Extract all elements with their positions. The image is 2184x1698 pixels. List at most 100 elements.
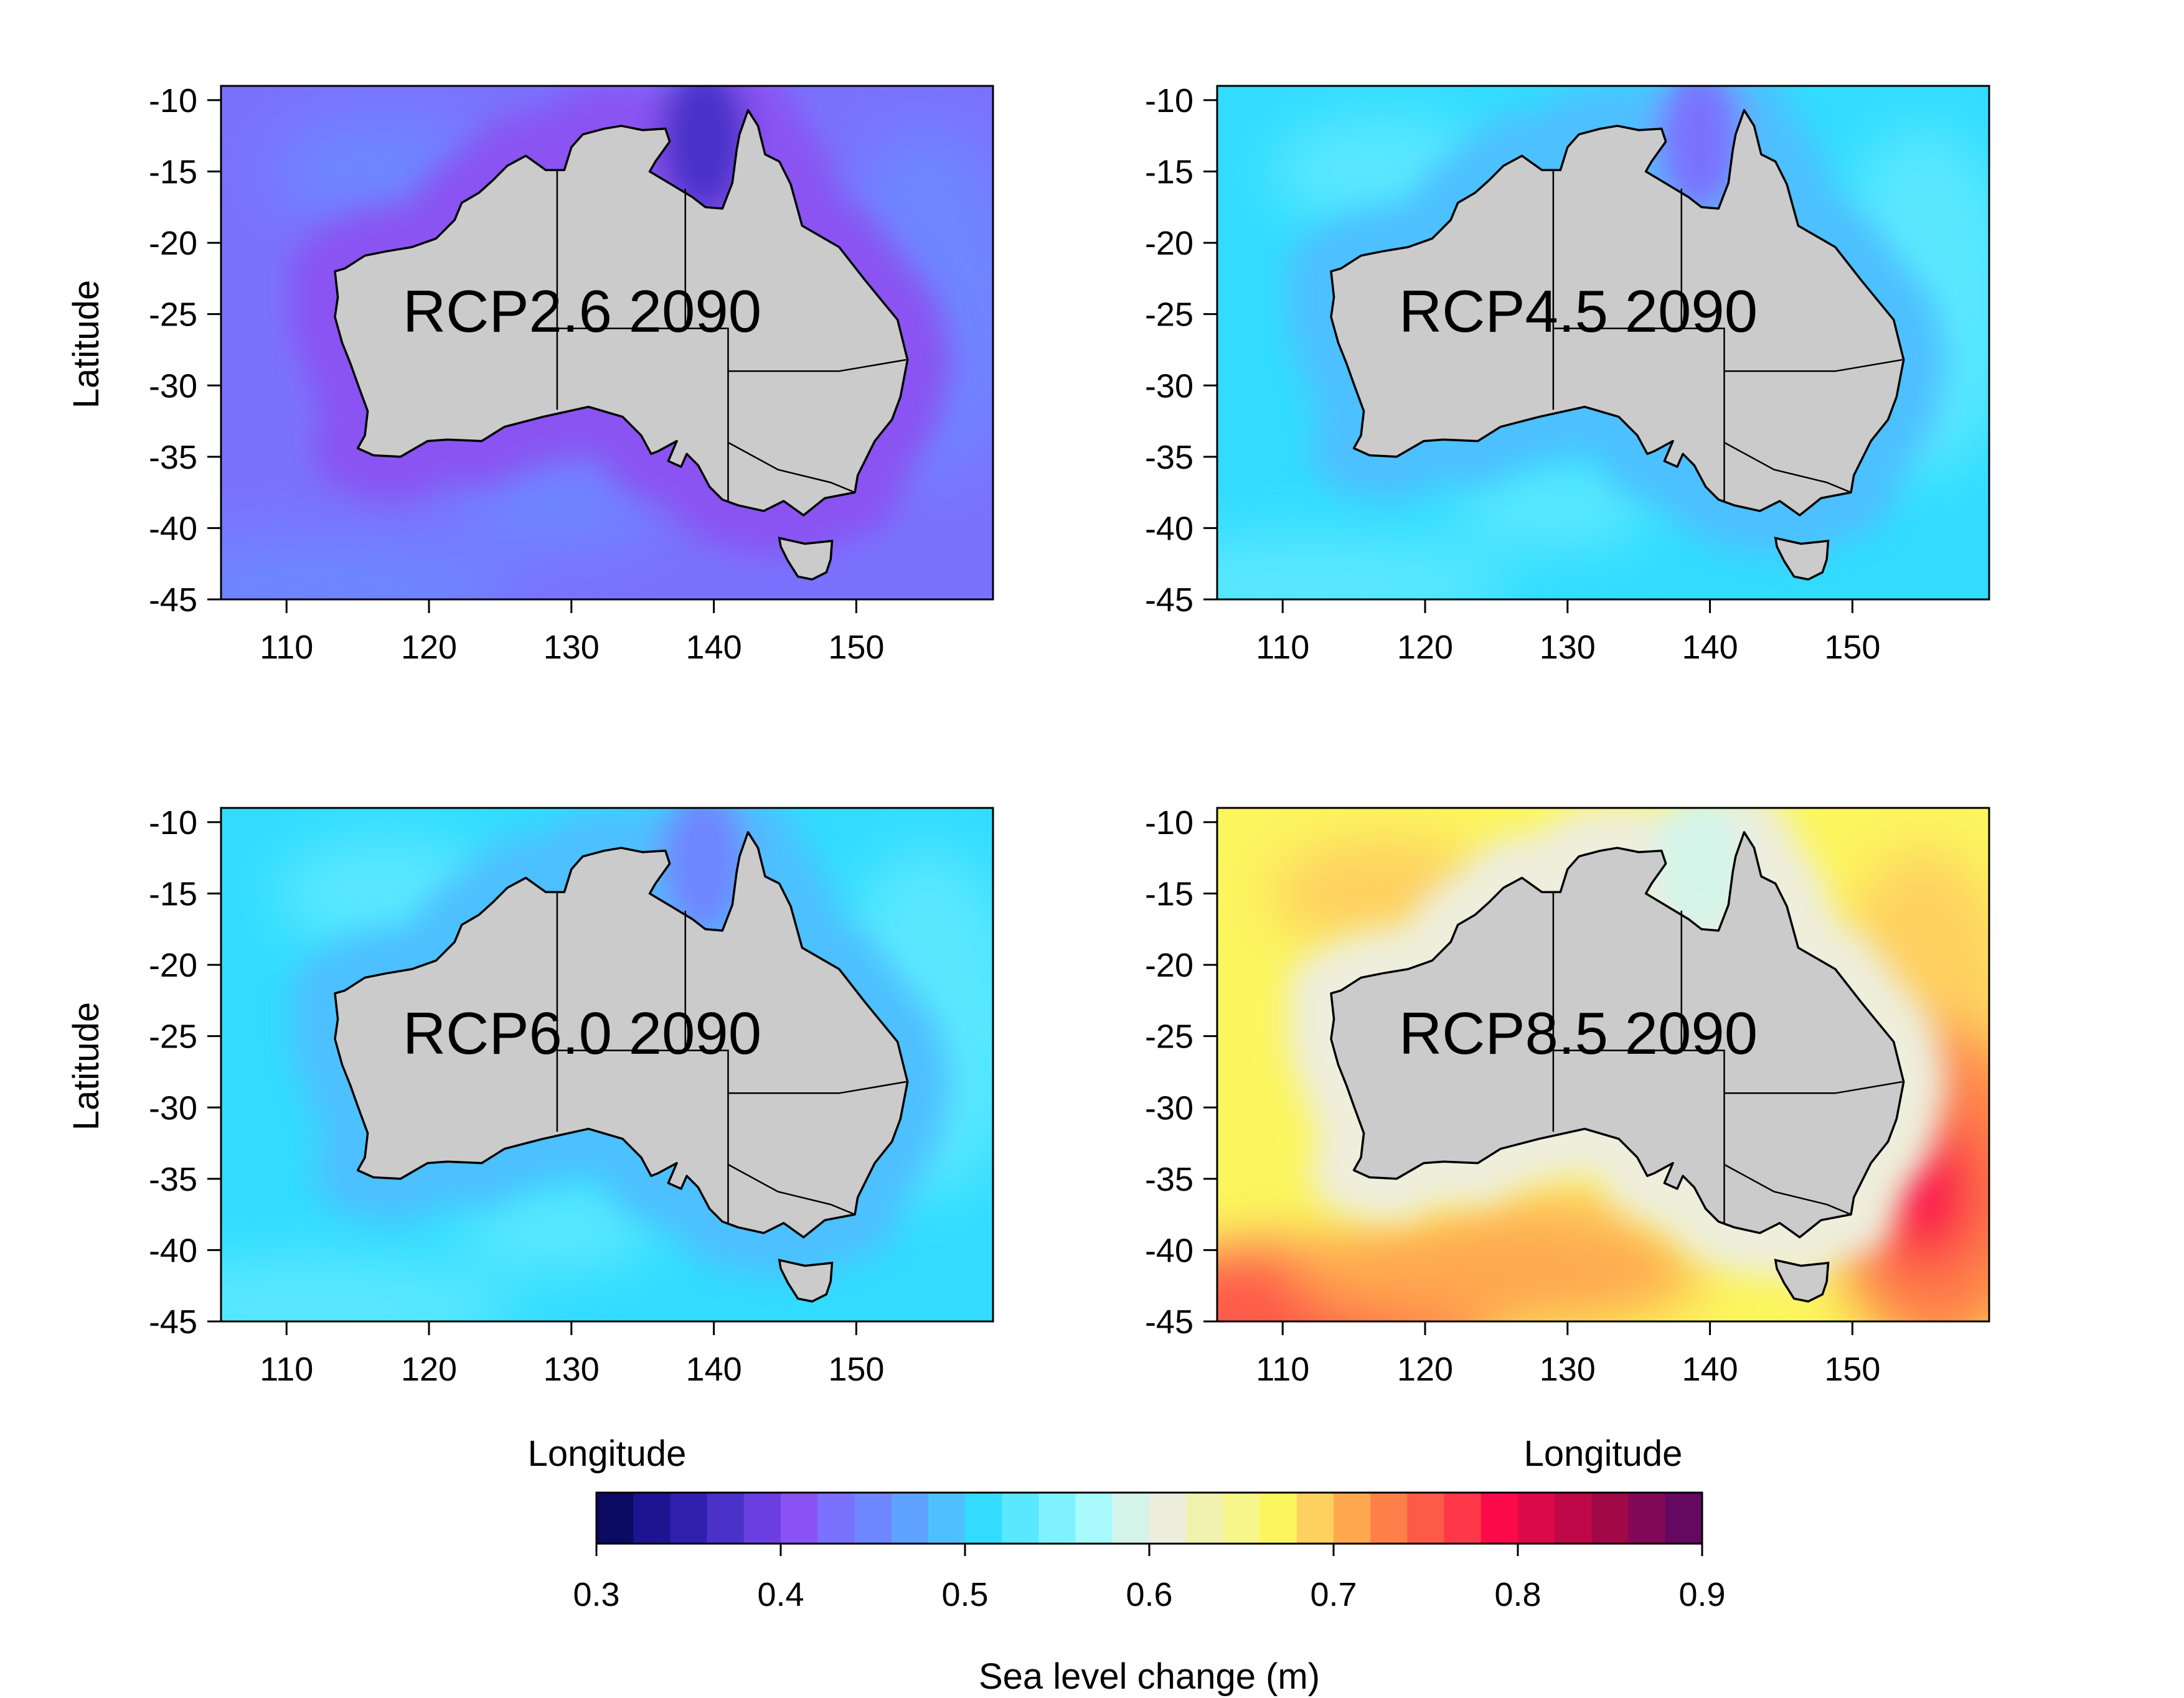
ocean-blob xyxy=(457,463,657,551)
state-border xyxy=(685,1049,729,1223)
colorbar-swatch xyxy=(1112,1493,1150,1544)
colorbar-swatch xyxy=(1334,1493,1371,1544)
x-tick-label: 150 xyxy=(828,1351,884,1388)
map-area: 110 120 130 140 150 -10 -15 -20 -25 -30 -35 -40 -45 xyxy=(149,82,994,666)
state-border xyxy=(1681,327,1725,501)
y-tick-label: -40 xyxy=(1145,510,1193,547)
y-tick-label: -25 xyxy=(149,1018,197,1056)
x-tick-label: 120 xyxy=(1397,629,1453,666)
ocean-field xyxy=(221,808,993,1321)
gulf-anomaly xyxy=(1656,86,1744,215)
colorbar-swatch xyxy=(1296,1493,1334,1544)
colorbar-swatch xyxy=(1591,1493,1629,1544)
colorbar-swatch xyxy=(1038,1493,1076,1544)
ocean-blob xyxy=(457,1185,657,1273)
y-tick-label: -15 xyxy=(1145,154,1193,191)
y-tick-label: -45 xyxy=(149,581,197,619)
state-border xyxy=(1724,1081,1903,1094)
y-tick-label: -35 xyxy=(149,439,197,476)
colorbar-swatch xyxy=(1665,1493,1703,1544)
state-border xyxy=(727,1163,855,1216)
australia-land xyxy=(334,831,909,1239)
colorbar-tick-label: 0.6 xyxy=(1126,1576,1172,1613)
state-border xyxy=(1724,359,1903,372)
ocean-blob xyxy=(1217,535,1510,599)
panel-rcp26: 110 120 130 140 150-10-15-20-25-30-35-40-45 … xyxy=(149,82,994,666)
colorbar-swatch xyxy=(596,1493,634,1544)
colorbar-ticks: 0.3 0.4 0.5 0.6 0.7 0.8 0.9 xyxy=(573,1544,1726,1613)
colorbar: 0.3 0.4 0.5 0.6 0.7 0.8 0.9 xyxy=(573,1491,1726,1613)
colorbar-swatch xyxy=(1186,1493,1223,1544)
y-tick-label: -40 xyxy=(149,1232,197,1269)
y-tick-label: -10 xyxy=(1145,82,1193,120)
colorbar-swatch xyxy=(965,1493,1002,1544)
y-tick-label: -15 xyxy=(1145,876,1193,913)
y-axis-label: Latitude xyxy=(66,280,106,408)
colorbar-tick-label: 0.8 xyxy=(1494,1576,1541,1613)
y-tick-label: -25 xyxy=(1145,296,1193,334)
panel-rcp85: 110 120 130 140 150-10-15-20-25-30-35-40-45 … xyxy=(1145,804,1990,1388)
tasmania-land xyxy=(1774,1259,1830,1303)
colorbar-swatch xyxy=(1407,1493,1445,1544)
australia-land xyxy=(1330,109,1905,517)
panel-title: RCP4.5 2090 xyxy=(1399,278,1758,345)
y-tick-label: -20 xyxy=(1145,947,1193,984)
x-tick-label: 120 xyxy=(401,1351,457,1388)
x-tick-label: 150 xyxy=(1824,1351,1880,1388)
y-tick-label: -20 xyxy=(1145,225,1193,262)
colorbar-tick-label: 0.4 xyxy=(757,1576,804,1613)
colorbar-swatch xyxy=(781,1493,818,1544)
colorbar-swatch xyxy=(1149,1493,1187,1544)
colorbar-swatch xyxy=(1444,1493,1482,1544)
australia-land xyxy=(1330,831,1905,1239)
y-tick-label: -10 xyxy=(1145,804,1193,842)
tasmania-land xyxy=(778,1259,834,1303)
gulf-anomaly xyxy=(660,808,748,937)
y-tick-label: -15 xyxy=(149,876,197,913)
y-tick-label: -10 xyxy=(149,804,197,842)
y-tick-label: -35 xyxy=(1145,439,1193,476)
colorbar-swatch xyxy=(817,1493,855,1544)
ocean-blob xyxy=(1291,1215,1702,1321)
state-border xyxy=(1723,441,1852,494)
y-tick-label: -35 xyxy=(1145,1161,1193,1198)
ocean-field xyxy=(1217,808,1989,1321)
y-tick-label: -40 xyxy=(1145,1232,1193,1269)
x-tick-label: 150 xyxy=(828,629,884,666)
map-area: 110 120 130 140 150 -10 -15 -20 -25 -30 -35 -40 -45 xyxy=(1145,804,1990,1388)
panel-rcp60: 110 120 130 140 150-10-15-20-25-30-35-40-45 … xyxy=(149,804,994,1388)
colorbar-swatch xyxy=(743,1493,781,1544)
x-tick-label: 110 xyxy=(1256,629,1309,666)
x-tick-label: 140 xyxy=(686,1351,742,1388)
colorbar-swatch xyxy=(1223,1493,1261,1544)
y-tick-label: -15 xyxy=(149,154,197,191)
y-tick-label: -10 xyxy=(149,82,197,120)
map-area: 110 120 130 140 150 -10 -15 -20 -25 -30 -35 -40 -45 xyxy=(149,804,994,1388)
colorbar-swatch xyxy=(1002,1493,1039,1544)
tasmania-land xyxy=(778,537,834,581)
panel-rcp45: 110 120 130 140 150-10-15-20-25-30-35-40-45 … xyxy=(1145,82,1990,666)
plot-frame xyxy=(220,85,994,601)
colorbar-swatches xyxy=(596,1493,1703,1544)
colorbar-swatch xyxy=(1518,1493,1555,1544)
state-border xyxy=(685,327,729,501)
colorbar-swatch xyxy=(670,1493,708,1544)
colorbar-tick-label: 0.7 xyxy=(1310,1576,1357,1613)
colorbar-swatch xyxy=(1370,1493,1408,1544)
y-tick-label: -45 xyxy=(149,1303,197,1341)
state-border xyxy=(728,1081,906,1094)
map-area: 110 120 130 140 150 -10 -15 -20 -25 -30 -35 -40 -45 xyxy=(1145,82,1990,666)
colorbar-swatch xyxy=(1075,1493,1113,1544)
colorbar-swatch xyxy=(854,1493,892,1544)
y-tick-label: -25 xyxy=(149,296,197,334)
y-tick-label: -30 xyxy=(149,367,197,405)
tasmania-land xyxy=(1774,537,1830,581)
ocean-blob xyxy=(1453,463,1653,551)
plot-frame xyxy=(220,807,994,1323)
y-tick-label: -30 xyxy=(1145,367,1193,405)
x-axis-label: Longitude xyxy=(528,1433,687,1474)
y-tick-label: -45 xyxy=(1145,581,1193,619)
colorbar-swatch xyxy=(1480,1493,1518,1544)
y-tick-label: -40 xyxy=(149,510,197,547)
ocean-blob xyxy=(221,535,514,599)
